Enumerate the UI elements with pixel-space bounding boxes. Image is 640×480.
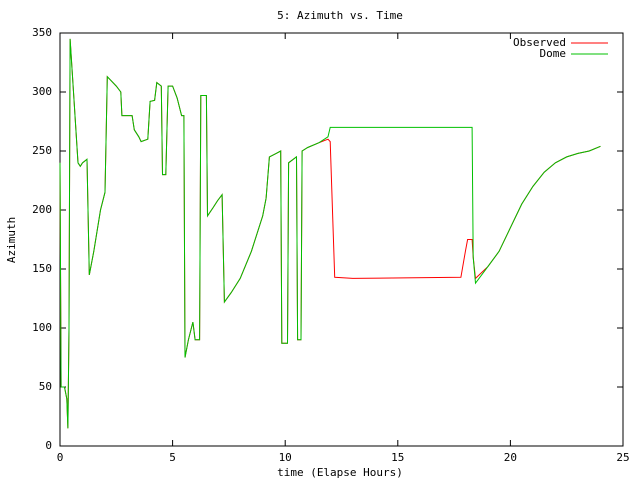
y-tick-label: 250 xyxy=(32,144,52,157)
y-tick-label: 50 xyxy=(39,380,52,393)
y-tick-label: 300 xyxy=(32,85,52,98)
y-axis-label: Azimuth xyxy=(5,217,18,263)
y-tick-label: 150 xyxy=(32,262,52,275)
legend-label: Observed xyxy=(513,36,566,49)
data-line xyxy=(59,38,601,429)
y-tick-label: 0 xyxy=(45,439,52,452)
x-tick-label: 10 xyxy=(279,451,292,464)
x-tick-label: 5 xyxy=(169,451,176,464)
chart-title: 5: Azimuth vs. Time xyxy=(277,9,403,22)
plot-border xyxy=(59,32,624,447)
legend-label: Dome xyxy=(540,47,567,60)
x-axis-label: time (Elapse Hours) xyxy=(277,466,403,479)
x-tick-label: 15 xyxy=(391,451,404,464)
y-tick-label: 350 xyxy=(32,26,52,39)
y-tick-label: 200 xyxy=(32,203,52,216)
y-tick-label: 100 xyxy=(32,321,52,334)
x-tick-label: 20 xyxy=(504,451,517,464)
x-tick-label: 0 xyxy=(57,451,64,464)
data-line xyxy=(59,38,601,429)
x-tick-label: 25 xyxy=(616,451,629,464)
